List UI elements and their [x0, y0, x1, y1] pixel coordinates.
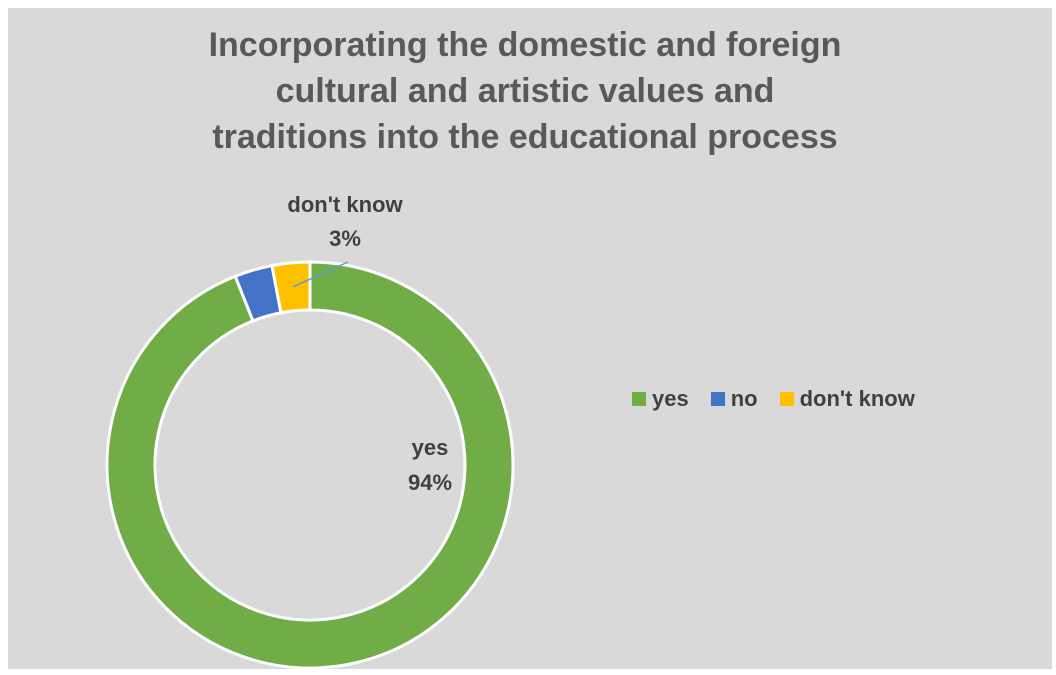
data-label-dont-know-value: 3%	[329, 226, 361, 251]
legend-label-dont-know: don't know	[799, 386, 915, 411]
leader-line	[292, 261, 349, 288]
legend-swatch-no	[710, 392, 725, 406]
legend-item-yes: yes	[632, 386, 689, 412]
legend: yes no don't know	[632, 386, 915, 412]
slice-yes	[105, 260, 515, 670]
legend-item-dont-know: don't know	[779, 386, 915, 412]
data-label-dont-know-name: don't know	[287, 192, 403, 217]
slice-don-t-know	[270, 260, 312, 315]
legend-item-no: no	[710, 386, 758, 412]
slices-group	[105, 260, 515, 670]
data-label-yes-value: 94%	[408, 470, 452, 495]
legend-label-yes: yes	[652, 386, 689, 411]
chart-title: Incorporating the domestic and foreign c…	[208, 26, 842, 156]
data-label-yes-name: yes	[412, 435, 449, 460]
legend-swatch-yes	[632, 392, 646, 406]
legend-swatch-dont-know	[779, 392, 794, 406]
legend-label-no: no	[730, 386, 758, 411]
